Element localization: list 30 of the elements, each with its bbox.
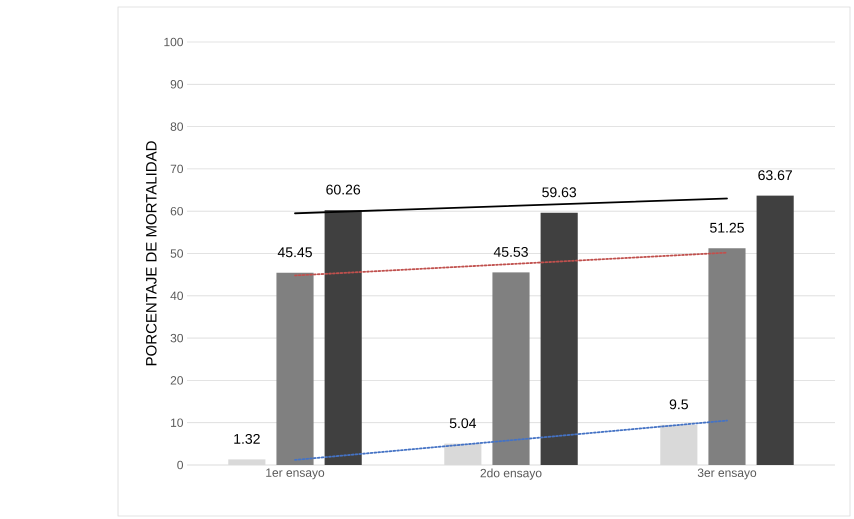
y-tick-label: 80 (170, 122, 184, 131)
data-label: 45.53 (494, 246, 528, 257)
x-tick-label: 1er ensayo (266, 468, 324, 480)
data-label: 45.45 (278, 247, 312, 258)
bar (708, 248, 746, 465)
y-tick-label: 100 (164, 38, 184, 46)
y-tick-label: 0 (177, 460, 184, 470)
data-label: 59.63 (542, 187, 576, 198)
y-tick-label: 30 (170, 334, 184, 342)
y-tick-label: 10 (171, 418, 184, 427)
y-tick-label: 90 (170, 80, 184, 89)
data-label: 9.5 (670, 399, 688, 410)
y-tick-label: 70 (170, 164, 184, 174)
data-label: 63.67 (758, 170, 792, 180)
x-tick-label: 3er ensayo (698, 468, 756, 480)
bar (492, 272, 530, 465)
bar (276, 272, 314, 465)
y-tick-label: 60 (170, 206, 184, 216)
data-label: 1.32 (234, 434, 260, 444)
y-tick-label: 40 (170, 292, 184, 300)
data-label: 5.04 (450, 418, 476, 428)
bar (324, 210, 362, 465)
x-tick-label: 2do ensayo (480, 468, 542, 480)
y-tick-label: 20 (170, 376, 184, 385)
bar (540, 212, 578, 465)
bar (756, 196, 794, 465)
data-label: 51.25 (710, 222, 744, 233)
y-axis-title: PORCENTAJE DE MORTALIDAD (146, 141, 157, 366)
y-tick-label: 50 (170, 249, 184, 258)
data-label: 60.26 (326, 184, 360, 195)
